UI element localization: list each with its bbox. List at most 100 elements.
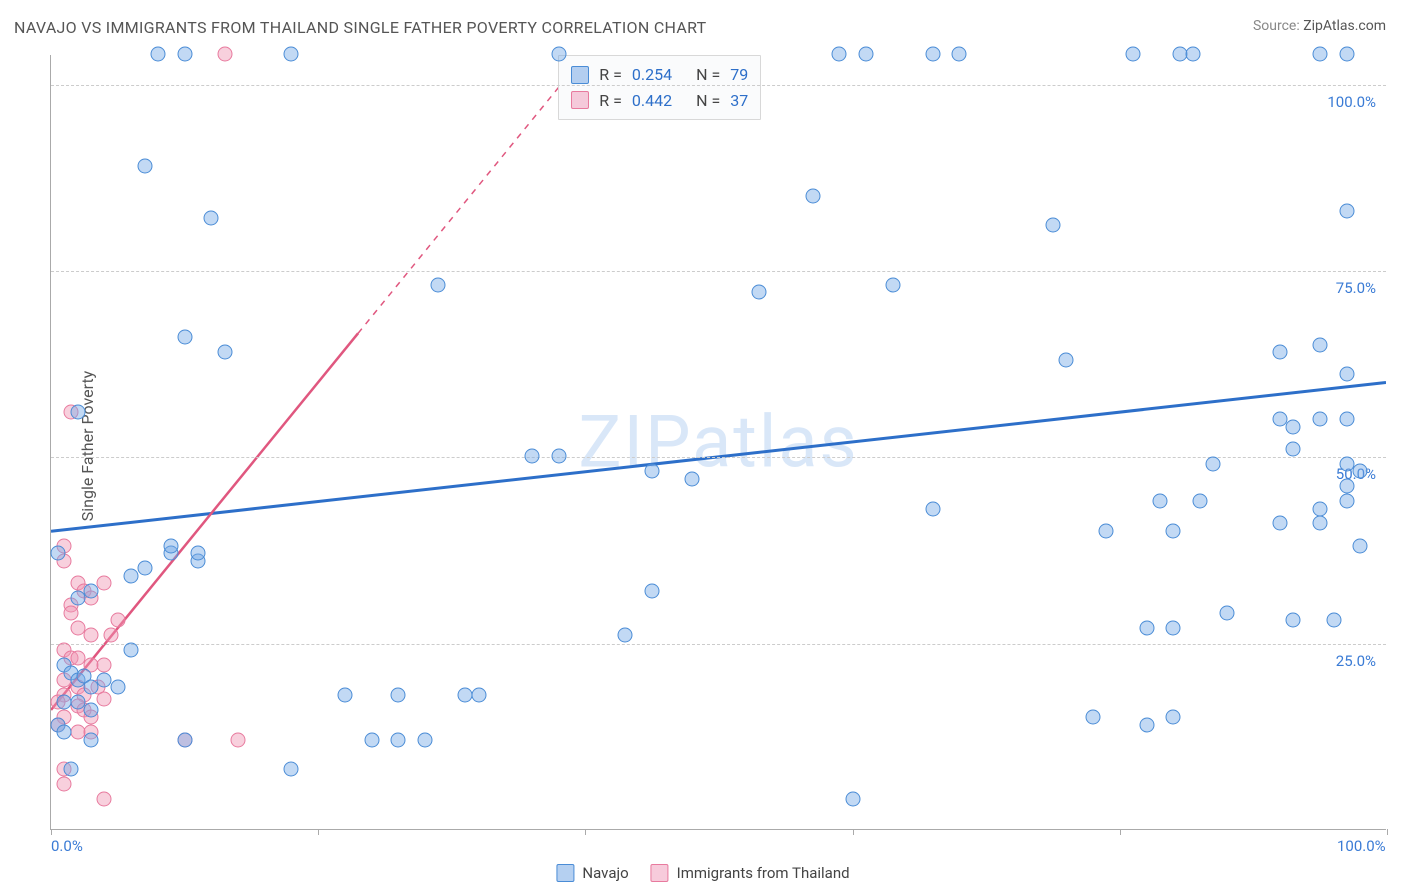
data-point-navajo bbox=[845, 792, 860, 807]
legend-label: Immigrants from Thailand bbox=[677, 864, 850, 882]
data-point-navajo bbox=[1353, 464, 1368, 479]
data-point-navajo bbox=[645, 464, 660, 479]
stat-r-label: R = bbox=[599, 88, 622, 114]
stat-n-label: N = bbox=[696, 88, 720, 114]
data-point-navajo bbox=[150, 47, 165, 62]
data-point-navajo bbox=[1273, 516, 1288, 531]
data-point-navajo bbox=[1286, 419, 1301, 434]
stat-r-label: R = bbox=[599, 62, 622, 88]
data-point-navajo bbox=[1166, 710, 1181, 725]
stats-row-thailand: R = 0.442 N = 37 bbox=[571, 88, 748, 114]
data-point-navajo bbox=[137, 561, 152, 576]
data-point-navajo bbox=[204, 210, 219, 225]
data-point-navajo bbox=[177, 732, 192, 747]
data-point-navajo bbox=[124, 643, 139, 658]
stat-r-value: 0.442 bbox=[632, 88, 672, 114]
y-tick-label: 75.0% bbox=[1336, 279, 1376, 297]
data-point-navajo bbox=[70, 404, 85, 419]
data-point-navajo bbox=[84, 702, 99, 717]
gridline bbox=[51, 271, 1386, 272]
data-point-thailand bbox=[64, 605, 79, 620]
data-point-navajo bbox=[925, 501, 940, 516]
stat-n-value: 79 bbox=[730, 62, 748, 88]
legend-item-thailand: Immigrants from Thailand bbox=[651, 864, 850, 882]
swatch-thailand bbox=[571, 91, 589, 109]
data-point-thailand bbox=[97, 691, 112, 706]
x-tick bbox=[1120, 829, 1121, 835]
data-point-navajo bbox=[431, 278, 446, 293]
data-point-navajo bbox=[1339, 47, 1354, 62]
data-point-navajo bbox=[190, 546, 205, 561]
data-point-thailand bbox=[104, 628, 119, 643]
data-point-navajo bbox=[1313, 337, 1328, 352]
data-point-navajo bbox=[1339, 494, 1354, 509]
data-point-navajo bbox=[84, 583, 99, 598]
data-point-navajo bbox=[177, 47, 192, 62]
swatch-navajo bbox=[571, 66, 589, 84]
data-point-thailand bbox=[217, 47, 232, 62]
data-point-navajo bbox=[1339, 203, 1354, 218]
data-point-navajo bbox=[57, 725, 72, 740]
y-tick-label: 25.0% bbox=[1336, 652, 1376, 670]
chart-legend: Navajo Immigrants from Thailand bbox=[556, 864, 849, 882]
data-point-navajo bbox=[618, 628, 633, 643]
data-point-navajo bbox=[284, 762, 299, 777]
data-point-navajo bbox=[50, 546, 65, 561]
data-point-navajo bbox=[418, 732, 433, 747]
data-point-navajo bbox=[64, 762, 79, 777]
data-point-navajo bbox=[952, 47, 967, 62]
data-point-navajo bbox=[885, 278, 900, 293]
gridline bbox=[51, 457, 1386, 458]
data-point-navajo bbox=[1286, 441, 1301, 456]
source-label: Source: bbox=[1253, 18, 1300, 34]
data-point-thailand bbox=[110, 613, 125, 628]
data-point-navajo bbox=[832, 47, 847, 62]
data-point-navajo bbox=[1099, 523, 1114, 538]
x-tick bbox=[318, 829, 319, 835]
data-point-navajo bbox=[1139, 620, 1154, 635]
data-point-navajo bbox=[164, 538, 179, 553]
data-point-navajo bbox=[1326, 613, 1341, 628]
gridline bbox=[51, 85, 1386, 86]
data-point-navajo bbox=[1339, 412, 1354, 427]
data-point-thailand bbox=[84, 628, 99, 643]
data-point-navajo bbox=[645, 583, 660, 598]
data-point-navajo bbox=[391, 732, 406, 747]
data-point-navajo bbox=[1219, 605, 1234, 620]
legend-item-navajo: Navajo bbox=[556, 864, 628, 882]
data-point-navajo bbox=[337, 687, 352, 702]
data-point-navajo bbox=[1059, 352, 1074, 367]
data-point-navajo bbox=[551, 449, 566, 464]
data-point-navajo bbox=[1192, 494, 1207, 509]
data-point-navajo bbox=[1086, 710, 1101, 725]
data-point-navajo bbox=[1313, 501, 1328, 516]
data-point-navajo bbox=[1166, 523, 1181, 538]
data-point-navajo bbox=[84, 732, 99, 747]
legend-label: Navajo bbox=[582, 864, 628, 882]
data-point-navajo bbox=[1206, 456, 1221, 471]
data-point-navajo bbox=[551, 47, 566, 62]
data-point-navajo bbox=[284, 47, 299, 62]
data-point-thailand bbox=[57, 777, 72, 792]
x-tick bbox=[51, 829, 52, 835]
data-point-navajo bbox=[1152, 494, 1167, 509]
data-point-navajo bbox=[524, 449, 539, 464]
data-point-navajo bbox=[752, 285, 767, 300]
data-point-navajo bbox=[1353, 538, 1368, 553]
stat-n-value: 37 bbox=[730, 88, 748, 114]
x-tick-label: 0.0% bbox=[51, 837, 83, 855]
data-point-thailand bbox=[97, 658, 112, 673]
data-point-navajo bbox=[1339, 479, 1354, 494]
data-point-navajo bbox=[805, 188, 820, 203]
chart-title: NAVAJO VS IMMIGRANTS FROM THAILAND SINGL… bbox=[14, 18, 707, 37]
source-value: ZipAtlas.com bbox=[1303, 18, 1386, 34]
chart-source: Source: ZipAtlas.com bbox=[1253, 18, 1386, 34]
data-point-navajo bbox=[1273, 345, 1288, 360]
x-tick bbox=[585, 829, 586, 835]
data-point-navajo bbox=[364, 732, 379, 747]
data-point-navajo bbox=[1339, 367, 1354, 382]
data-point-navajo bbox=[1046, 218, 1061, 233]
data-point-navajo bbox=[391, 687, 406, 702]
data-point-navajo bbox=[471, 687, 486, 702]
data-point-navajo bbox=[685, 471, 700, 486]
